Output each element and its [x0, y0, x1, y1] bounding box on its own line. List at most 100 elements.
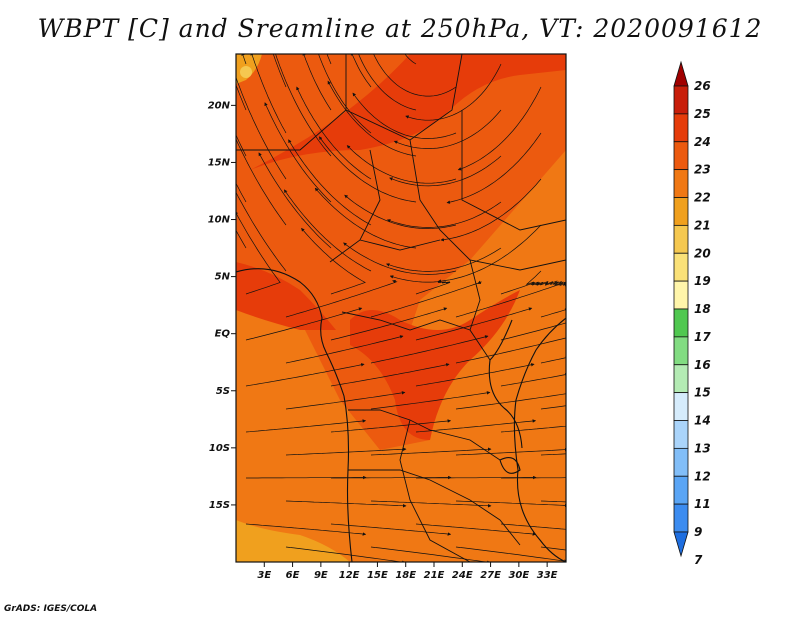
streamline	[455, 336, 566, 364]
streamline	[455, 546, 566, 562]
streamline	[318, 54, 372, 134]
colorbar-label: 21	[694, 218, 711, 232]
lake-malawi	[499, 457, 521, 474]
colorbar-label: 23	[694, 163, 711, 177]
streamlines	[236, 54, 566, 562]
colorbar-swatch	[673, 475, 689, 505]
streamline	[526, 270, 566, 287]
streamline	[285, 546, 406, 562]
lat-tick-label: 15N	[208, 157, 231, 168]
streamline	[373, 54, 457, 97]
streamline	[343, 242, 457, 275]
streamline	[236, 210, 281, 295]
lat-tick-label: 10S	[209, 443, 230, 454]
wbpt-level-24-west	[236, 262, 336, 330]
streamline	[285, 335, 404, 364]
lon-tick-label: 15E	[367, 570, 388, 581]
lake-tanganyika	[488, 319, 523, 449]
streamline	[455, 447, 566, 456]
colorbar-label: 12	[694, 469, 711, 483]
streamline	[370, 280, 482, 318]
streamline	[446, 132, 542, 204]
streamline	[457, 86, 542, 171]
streamline	[245, 307, 363, 341]
colorbar-label: 9	[694, 525, 702, 539]
streamline	[236, 138, 287, 226]
colorbar-swatch	[673, 141, 689, 171]
colorbar: 26 25 24 23 22 21 20 19 18 17 16 15 14 13 12 11 9 7	[673, 60, 711, 567]
lon-tick-label: 18E	[395, 570, 416, 581]
streamline	[285, 500, 407, 508]
streamline	[370, 500, 492, 508]
colorbar-label: 25	[694, 107, 711, 121]
streamline	[283, 189, 372, 272]
colorbar-swatch	[673, 308, 689, 338]
streamline	[236, 84, 247, 111]
colorbar-swatch	[673, 224, 689, 254]
lat-tick-label: 20N	[208, 100, 231, 111]
lat-tick-label: 10N	[208, 215, 231, 226]
streamline	[358, 54, 417, 111]
lon-tick-label: 9E	[314, 570, 328, 581]
lon-tick-label: 3E	[257, 570, 271, 581]
streamline	[330, 307, 448, 341]
lat-tick-label: 15S	[209, 500, 230, 511]
streamline	[302, 54, 332, 111]
streamline	[500, 523, 566, 532]
wbpt-level-23	[236, 54, 566, 450]
streamline	[386, 201, 502, 228]
colorbar-top-arrow	[673, 60, 689, 87]
streamline	[500, 322, 566, 341]
colorbar-swatch	[673, 447, 689, 477]
streamline	[330, 363, 450, 387]
colorbar-swatch	[673, 169, 689, 198]
streamline	[540, 356, 566, 364]
streamline	[273, 54, 332, 157]
streamline	[245, 419, 367, 433]
coastlines	[236, 268, 566, 562]
colorbar-label: 14	[694, 414, 711, 428]
colorbar-swatch	[673, 197, 689, 226]
grads-credit: GrADS: IGES/COLA	[4, 604, 98, 614]
streamline	[330, 523, 452, 536]
latitude-axis: 20N 15N 10N 5N EQ 5S 10S 15S	[208, 100, 236, 511]
streamline	[500, 372, 566, 387]
streamline	[258, 152, 332, 249]
lon-tick-label: 33E	[537, 570, 558, 581]
colorbar-label: 13	[694, 441, 711, 455]
colorbar-swatch	[673, 392, 689, 421]
streamline	[314, 187, 417, 249]
streamline	[415, 307, 533, 341]
streamline	[415, 523, 537, 536]
lon-tick-label: 21E	[424, 570, 445, 581]
streamline	[370, 447, 492, 456]
lat-tick-label: EQ	[215, 329, 231, 340]
streamline	[455, 393, 566, 410]
colorbar-label: 18	[694, 302, 711, 316]
streamline	[405, 63, 502, 121]
streamline	[352, 92, 457, 139]
streamline	[285, 279, 398, 318]
colorbar-label: 20	[694, 246, 711, 260]
streamline	[285, 447, 407, 456]
streamline	[393, 109, 502, 149]
streamline	[318, 136, 417, 203]
streamline	[540, 452, 566, 456]
colorbar-swatch	[673, 85, 689, 115]
colorbar-label: 19	[694, 274, 711, 288]
map-frame	[235, 53, 567, 563]
colorbar-label: 22	[694, 191, 711, 205]
lat-tick-label: 5S	[216, 386, 230, 397]
wbpt-level-24-congo	[350, 290, 520, 440]
lat-tick-label: 5N	[215, 272, 231, 283]
streamline	[540, 308, 566, 318]
lon-tick-label: 12E	[339, 570, 360, 581]
streamline	[415, 363, 535, 387]
streamline	[296, 86, 372, 180]
streamline	[437, 224, 542, 283]
streamline	[370, 335, 489, 364]
colorbar-label: 15	[694, 386, 711, 400]
streamline	[346, 145, 457, 184]
streamline	[250, 54, 287, 134]
